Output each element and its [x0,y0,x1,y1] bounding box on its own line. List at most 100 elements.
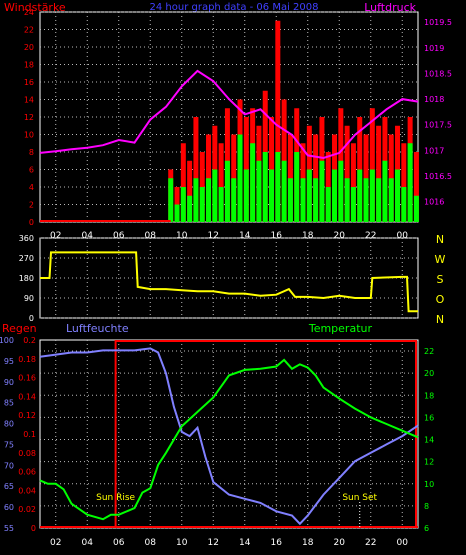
x-tick-label: 06 [113,538,125,548]
gust-bar [262,152,268,222]
y-tick-label: 0.14 [18,392,36,401]
gust-bar [369,169,375,222]
y-tick-label: 6 [424,524,429,533]
x-tick-label: 16 [271,231,283,241]
gust-bar [287,178,293,222]
direction-label: N [436,233,444,246]
gust-bar [224,160,230,222]
y-tick-label: 85 [4,399,14,408]
y-tick-label: 0.08 [18,449,36,458]
wind-bar [344,125,350,222]
wind-bar [350,143,356,222]
y-tick-label: 1019.5 [424,18,452,27]
y-tick-label: 0.02 [18,505,36,514]
gust-bar [338,160,344,222]
x-tick-label: 06 [113,231,125,241]
wind-bar [187,160,193,222]
y-tick-label: 55 [4,524,14,533]
top-right-title: Luftdruck [364,1,416,14]
y-tick-label: 70 [4,461,14,470]
gust-bar [313,178,319,222]
gust-bar [193,178,199,222]
x-tick-label: 16 [271,538,283,548]
x-tick-label: 00 [397,231,409,241]
y-tick-label: 10 [424,480,434,489]
direction-label: O [436,293,445,306]
sun-rise-label: Sun Rise [96,493,135,503]
bottom-humidity-title: Luftfeuchte [66,322,129,335]
x-tick-label: 18 [302,538,314,548]
gust-bar [306,169,312,222]
sun-set-label: Sun Set [342,493,377,503]
wind-bar [218,143,224,222]
gust-bar [250,143,256,222]
y-tick-label: 1016.5 [424,172,452,181]
gust-bar [256,160,262,222]
y-tick-label: 16 [24,78,34,87]
x-tick-label: 10 [176,538,188,548]
gust-bar [376,178,382,222]
y-tick-label: 180 [19,274,34,283]
gust-bar [218,187,224,222]
x-tick-label: 18 [302,231,314,241]
y-tick-label: 1018.5 [424,69,452,78]
y-tick-label: 14 [424,436,434,445]
y-tick-label: 0 [29,314,34,323]
x-tick-label: 20 [334,231,346,241]
y-tick-label: 0.16 [18,374,36,383]
y-tick-label: 22 [424,347,434,356]
y-tick-label: 8 [424,502,429,511]
gust-bar [168,178,174,222]
y-tick-label: 16 [424,413,434,422]
y-tick-label: 18 [24,61,34,70]
top-left-title: Windstärke [4,1,66,14]
x-tick-label: 02 [50,231,61,241]
y-tick-label: 12 [424,458,434,467]
x-tick-label: 12 [208,538,219,548]
y-tick-label: 90 [4,378,14,387]
y-tick-label: 20 [424,369,434,378]
direction-label: N [436,313,444,326]
gust-bar [180,187,186,222]
wind-bar [193,117,199,222]
humidity-line [39,347,419,526]
x-tick-label: 20 [334,538,346,548]
x-tick-label: 04 [82,231,94,241]
gust-bar [206,178,212,222]
x-tick-label: 02 [50,538,61,548]
y-tick-label: 4 [29,183,34,192]
x-tick-label: 12 [208,231,219,241]
gust-bar [388,178,394,222]
y-tick-label: 270 [19,254,34,263]
wind-bar [180,143,186,222]
temperature-line [39,358,419,521]
gust-bar [407,143,413,222]
bottom-temp-title: Temperatur [308,322,373,335]
gust-bar [363,178,369,222]
y-tick-label: 18 [424,391,434,400]
gust-bar [401,187,407,222]
y-tick-label: 1016 [424,198,444,207]
y-tick-label: 22 [24,26,34,35]
gust-bar [344,178,350,222]
gust-bar [237,134,243,222]
direction-label: S [437,273,444,286]
y-tick-label: 12 [24,113,34,122]
top-center-title: 24 hour graph data - 06 Mai 2008 [150,2,319,13]
gust-bar [187,195,193,222]
y-tick-label: 6 [29,166,34,175]
gust-bar [281,160,287,222]
y-tick-label: 24 [24,8,34,17]
x-tick-label: 08 [145,231,157,241]
y-tick-label: 80 [4,420,14,429]
gust-bar [395,169,401,222]
wind-direction-line [40,251,418,313]
gust-bar [300,178,306,222]
y-tick-label: 360 [19,234,34,243]
y-tick-label: 0.2 [23,336,36,345]
gust-bar [413,195,419,222]
x-tick-label: 10 [176,231,188,241]
y-tick-label: 0 [31,524,36,533]
x-tick-label: 14 [239,538,251,548]
